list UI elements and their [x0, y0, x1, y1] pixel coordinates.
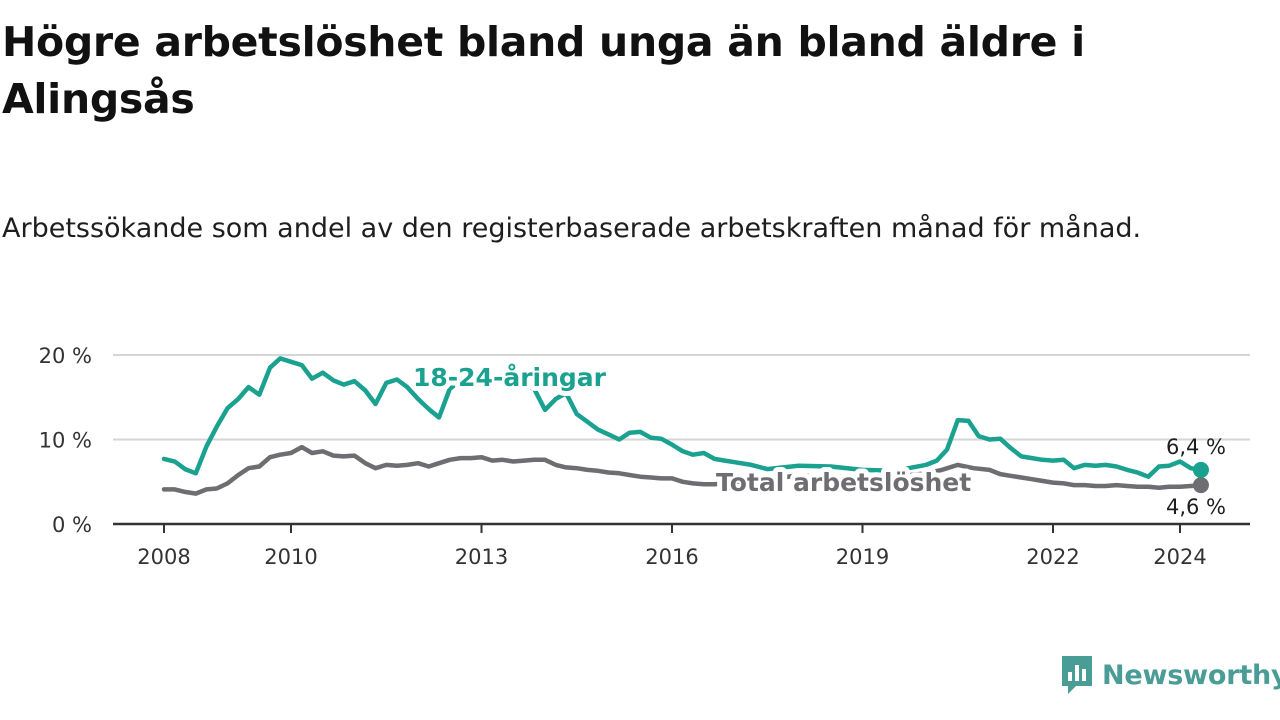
series-lines [161, 356, 1209, 496]
y-tick-label: 10 % [39, 429, 92, 453]
x-tick-label: 2022 [1026, 545, 1079, 569]
line-chart: 0 % 10 % 20 % 2008 2010 2013 2016 2019 2022 2024… [39, 344, 1250, 569]
series-label-total: Total arbetslöshet [716, 468, 971, 497]
x-tick-label: 2013 [455, 545, 508, 569]
brand-name: Newsworthy [1102, 659, 1280, 691]
series-line-1 [161, 356, 1204, 479]
newsworthy-logo-icon [1062, 656, 1092, 694]
series-label-youth: 18-24-åringar [413, 363, 607, 392]
end-point-0 [1192, 477, 1209, 494]
x-tick-label: 2019 [836, 545, 889, 569]
y-tick-label: 20 % [39, 344, 92, 368]
series-line-0 [161, 444, 1204, 496]
x-tick-label: 2016 [645, 545, 698, 569]
chart-title: Högre arbetslöshet bland unga än bland ä… [2, 18, 1085, 123]
y-tick-label: 0 % [52, 513, 92, 537]
end-label-total: 4,6 % [1166, 495, 1226, 519]
end-point-1 [1192, 461, 1209, 478]
gridlines [113, 354, 1250, 441]
end-label-youth: 6,4 % [1166, 435, 1226, 459]
series-labels: 18-24-åringar Total arbetslöshet 6,4 % 4,6 … [408, 358, 1226, 519]
y-axis-labels: 0 % 10 % 20 % [39, 344, 92, 537]
x-tick-label: 2024 [1153, 545, 1206, 569]
x-axis: 2008 2010 2013 2016 2019 2022 2024 [113, 522, 1250, 569]
chart-subtitle: Arbetssökande som andel av den registerb… [2, 213, 1142, 244]
x-tick-label: 2010 [264, 545, 317, 569]
newsworthy-brand[interactable]: Newsworthy [1060, 654, 1280, 696]
x-tick-label: 2008 [137, 545, 190, 569]
